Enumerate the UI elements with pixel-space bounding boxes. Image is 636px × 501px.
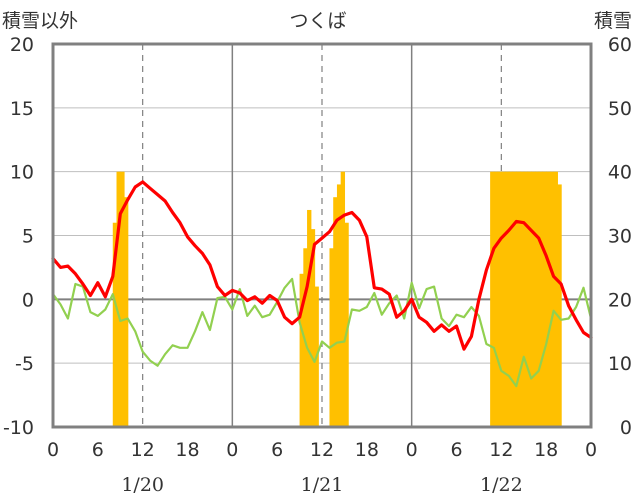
date-labels: 1/20 1/21 1/22 [121,474,522,496]
left-y-tick-labels: 20 15 10 5 0 -5 -10 [3,34,34,439]
date-label: 1/20 [121,474,164,496]
snow-depth-bar [310,229,316,427]
snow-depth-bar [344,222,349,427]
snow-depth-bar [538,171,544,427]
date-label: 1/22 [480,474,523,496]
snow-depth-bar [553,171,558,427]
red-series-line [51,180,593,351]
left-y-tick-label: 10 [10,162,34,184]
snow-depth-bar [542,171,547,427]
snow-depth-bar [123,197,129,427]
snow-depth-bar [120,171,125,427]
snow-depth-bar [505,171,510,427]
snow-depth-bar [557,184,562,427]
x-tick-label: 18 [175,439,199,461]
chart-title: つくば [289,10,346,32]
plot-frame [51,42,593,429]
snow-depth-bar [527,171,532,427]
snow-depth-bar [329,248,334,427]
left-y-tick-label: 20 [10,34,34,56]
snow-depth-bar [116,171,121,427]
snow-depth-bar [520,171,525,427]
x-tick-label: 18 [534,439,558,461]
right-y-tick-label: 0 [620,417,632,439]
snow-depth-bar [336,184,342,427]
snow-depth-bar [299,273,304,427]
left-y-tick-label: -5 [15,353,34,375]
x-tick-label: 0 [47,439,59,461]
right-y-tick-label: 10 [608,353,632,375]
green-series-line [51,277,593,388]
left-axis-label: 積雪以外 [2,10,78,32]
right-y-tick-label: 50 [608,98,632,120]
x-tick-label: 0 [585,439,597,461]
snow-depth-bar [534,171,540,427]
snow-depth-bar [501,171,506,427]
snow-depth-bar [549,171,555,427]
snow-depth-bar [512,171,517,427]
x-tick-label: 0 [406,439,418,461]
snow-depth-bar [340,171,346,427]
snow-depth-bar [303,248,308,427]
x-tick-label: 6 [92,439,104,461]
right-axis-label: 積雪 [594,10,632,32]
snow-depth-bar [112,222,118,427]
snow-depth-bar [490,171,495,427]
snow-depth-bar [493,171,499,427]
right-y-tick-label: 40 [608,162,632,184]
x-tick-label: 18 [355,439,379,461]
x-tick-labels: 0 6 12 18 0 6 12 18 0 6 12 18 0 [47,439,597,461]
x-tick-label: 6 [450,439,462,461]
x-tick-label: 12 [131,439,155,461]
snow-depth-bar [546,171,551,427]
right-y-tick-labels: 60 50 40 30 20 10 0 [608,34,632,439]
date-label: 1/21 [301,474,344,496]
x-tick-label: 12 [489,439,513,461]
snow-depth-bar [523,171,529,427]
right-y-tick-label: 60 [608,34,632,56]
x-tick-label: 0 [226,439,238,461]
snow-depth-bar [497,171,502,427]
x-tick-label: 12 [310,439,334,461]
right-y-tick-label: 30 [608,226,632,248]
left-y-tick-label: -10 [3,417,34,439]
snow-depth-bar [307,209,312,427]
snow-depth-bar [531,171,536,427]
x-tick-label: 6 [271,439,283,461]
left-y-tick-label: 0 [22,289,34,311]
left-y-tick-label: 5 [22,226,34,248]
left-y-tick-label: 15 [10,98,34,120]
snow-depth-bars [112,171,562,427]
right-y-tick-label: 20 [608,289,632,311]
snow-depth-bar [333,197,338,427]
snow-depth-bar [508,171,514,427]
snow-depth-bar [516,171,521,427]
